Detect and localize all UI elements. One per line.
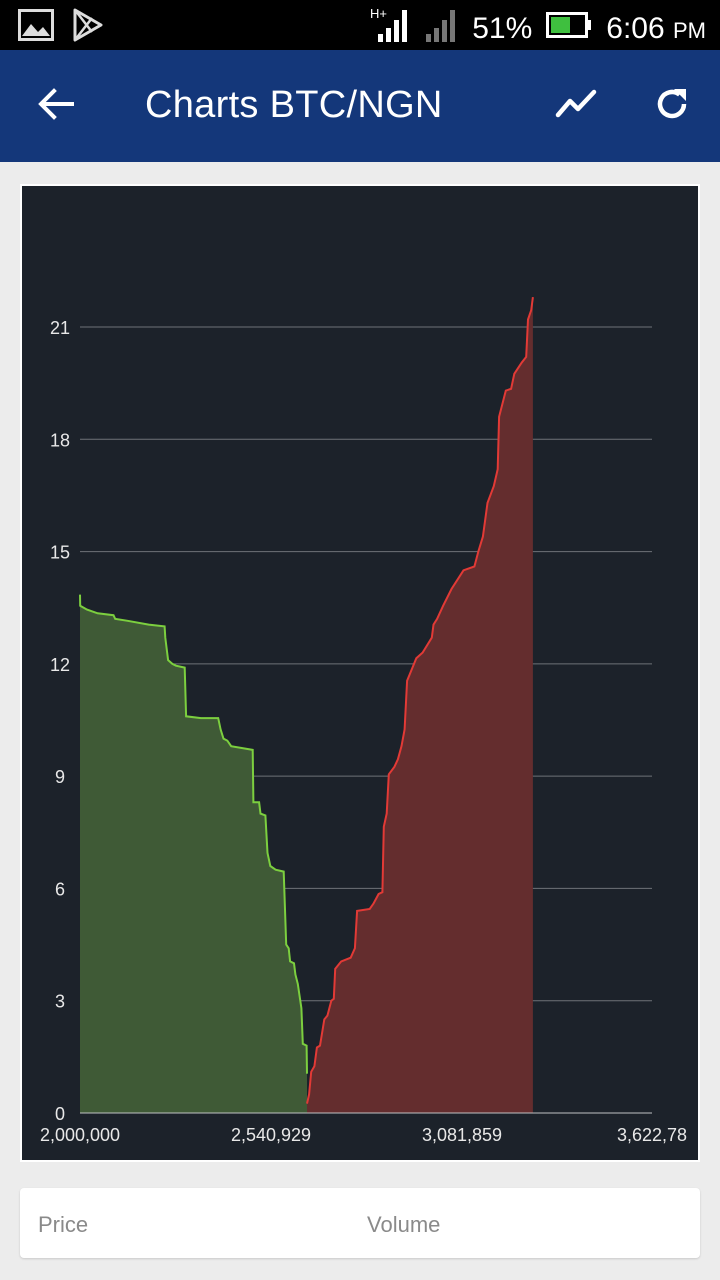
battery-percent: 51%: [472, 12, 533, 45]
x-tick-label: 2,000,000: [40, 1125, 120, 1145]
back-button[interactable]: [28, 78, 84, 134]
bids-area: [80, 594, 307, 1113]
refresh-button[interactable]: [644, 78, 700, 134]
column-header-price: Price: [38, 1212, 89, 1237]
y-tick-label: 18: [50, 430, 70, 450]
back-arrow-icon: [38, 87, 74, 125]
depth-chart: 0 3 6 9 12 15 18 21 2,000,000 2,540,929 3,081,859 3…: [22, 186, 698, 1160]
page-title: Charts BTC/NGN: [145, 84, 443, 126]
status-bar: H+ 51% 6:06 PM: [0, 0, 720, 50]
x-tick-label: 3,081,859: [422, 1125, 502, 1145]
order-table-header: Price Volume: [20, 1188, 700, 1258]
refresh-icon: [654, 86, 690, 127]
asks-line: [306, 296, 534, 1104]
chart-series: [79, 296, 534, 1114]
clock: 6:06 PM: [606, 12, 706, 45]
play-store-icon: [72, 8, 104, 47]
bids-line: [79, 594, 308, 1074]
battery-icon: [546, 12, 592, 46]
y-tick-label: 15: [50, 543, 70, 563]
signal-icon: H+: [370, 6, 410, 52]
x-tick-label: 3,622,78: [617, 1125, 687, 1145]
column-header-volume: Volume: [367, 1212, 441, 1237]
y-tick-label: 12: [50, 655, 70, 675]
app-bar: Charts BTC/NGN: [0, 50, 720, 162]
chart-axes: 0 3 6 9 12 15 18 21 2,000,000 2,540,929 3,081,859 3…: [40, 318, 687, 1145]
gallery-icon: [18, 9, 54, 46]
network-type: H+: [370, 6, 387, 21]
signal-icon-secondary: [424, 6, 458, 52]
x-tick-label: 2,540,929: [231, 1125, 311, 1145]
chart-type-button[interactable]: [548, 78, 604, 134]
y-tick-label: 9: [55, 767, 65, 787]
trend-line-icon: [555, 89, 597, 124]
y-tick-label: 0: [55, 1104, 65, 1124]
asks-area: [307, 297, 533, 1114]
y-tick-label: 3: [55, 992, 65, 1012]
y-tick-label: 6: [55, 879, 65, 899]
depth-chart-svg: 0 3 6 9 12 15 18 21 2,000,000 2,540,929 3,081,859 3…: [40, 296, 687, 1145]
depth-chart-card: 0 3 6 9 12 15 18 21 2,000,000 2,540,929 3,081,859 3…: [20, 184, 700, 1162]
y-tick-label: 21: [50, 318, 70, 338]
